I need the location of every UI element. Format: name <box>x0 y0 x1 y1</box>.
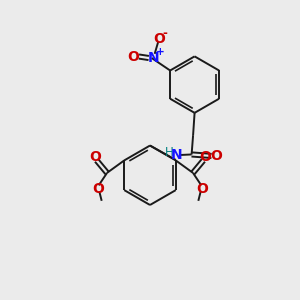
Text: O: O <box>210 149 222 163</box>
Text: H: H <box>165 146 173 159</box>
Text: O: O <box>92 182 104 196</box>
Text: O: O <box>199 150 211 164</box>
Text: N: N <box>148 51 159 65</box>
Text: O: O <box>153 32 165 46</box>
Text: N: N <box>171 148 183 162</box>
Text: -: - <box>162 27 167 40</box>
Text: +: + <box>156 47 164 57</box>
Text: O: O <box>127 50 139 64</box>
Text: O: O <box>196 182 208 196</box>
Text: O: O <box>89 150 101 164</box>
